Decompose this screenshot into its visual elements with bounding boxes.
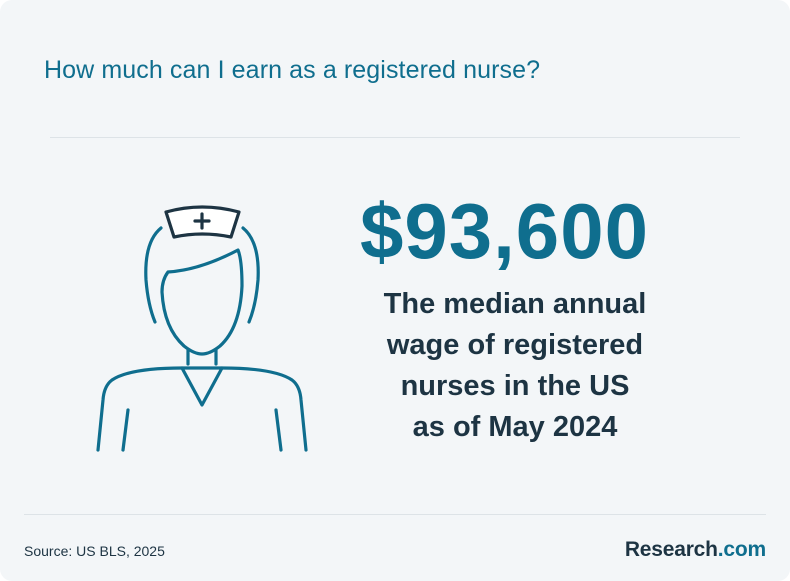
nurse-icon <box>96 205 308 452</box>
arm-seam-left <box>121 408 130 452</box>
brand-logo: Research.com <box>625 538 766 562</box>
description-line: The median annual <box>383 288 647 320</box>
shoulder-right <box>220 366 308 452</box>
brand-name: Research <box>624 538 718 561</box>
median-wage-value: $93,600 <box>360 187 649 275</box>
page-title: How much can I earn as a registered nurs… <box>44 56 541 84</box>
source-citation: Source: US BLS, 2025 <box>24 543 165 559</box>
brand-suffix: .com <box>717 538 766 561</box>
hair-right <box>241 226 260 324</box>
nurse-illustration <box>90 200 315 460</box>
top-divider <box>50 137 740 138</box>
face <box>160 248 244 356</box>
description-line: as of May 2024 <box>412 411 618 443</box>
shoulder-left <box>96 366 184 452</box>
hair-left <box>144 226 163 324</box>
arm-seam-right <box>274 408 283 452</box>
description-line: nurses in the US <box>400 370 630 402</box>
description-line: wage of registered <box>386 329 644 361</box>
collar <box>180 366 224 407</box>
bottom-divider <box>24 514 766 515</box>
wage-description: The median annual wage of registered nur… <box>345 284 685 448</box>
